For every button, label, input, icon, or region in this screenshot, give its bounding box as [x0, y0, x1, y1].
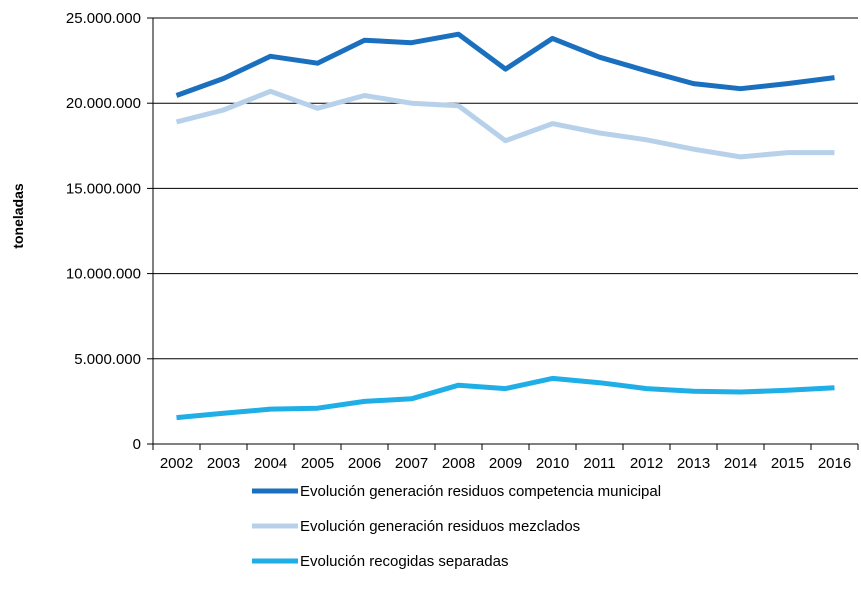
x-tick-label: 2011	[583, 455, 615, 472]
x-tick-label: 2005	[301, 455, 334, 472]
legend-label: Evolución recogidas separadas	[300, 553, 508, 570]
x-tick-label: 2012	[630, 455, 663, 472]
x-tick-label: 2014	[724, 455, 757, 472]
series-line-1	[175, 31, 835, 98]
x-tick-label: 2003	[207, 455, 240, 472]
y-tick-label: 25.000.000	[66, 10, 141, 27]
legend: Evolución generación residuos competenci…	[252, 483, 661, 570]
y-tick-label: 5.000.000	[74, 351, 141, 368]
x-tick-label: 2002	[160, 455, 193, 472]
y-axis-title: toneladas	[10, 183, 26, 249]
x-tick-label: 2013	[677, 455, 710, 472]
series-line-2	[175, 88, 835, 160]
x-tick-label: 2006	[348, 455, 381, 472]
x-tick-label: 2007	[395, 455, 428, 472]
x-tick-label: 2010	[536, 455, 569, 472]
y-tick-labels: 0 5.000.000 10.000.000 15.000.000 20.000.000…	[66, 10, 141, 453]
y-tick-label: 10.000.000	[66, 266, 141, 283]
legend-label: Evolución generación residuos mezclados	[300, 518, 580, 535]
x-tick-label: 2008	[442, 455, 475, 472]
x-tick-label: 2009	[489, 455, 522, 472]
gridlines	[153, 17, 858, 360]
y-tick-label: 0	[133, 436, 141, 453]
y-tick-label: 15.000.000	[66, 180, 141, 197]
x-tick-labels: 2002 2003 2004 2005 2006 2007 2008 2009 2010 2011…	[160, 455, 851, 472]
axes	[147, 17, 859, 450]
y-tick-label: 20.000.000	[66, 95, 141, 112]
legend-label: Evolución generación residuos competenci…	[300, 483, 661, 500]
series-line-3	[176, 375, 835, 421]
series-lines	[175, 31, 835, 421]
x-tick-label: 2004	[254, 455, 287, 472]
x-tick-label: 2015	[771, 455, 804, 472]
x-tick-label: 2016	[818, 455, 851, 472]
